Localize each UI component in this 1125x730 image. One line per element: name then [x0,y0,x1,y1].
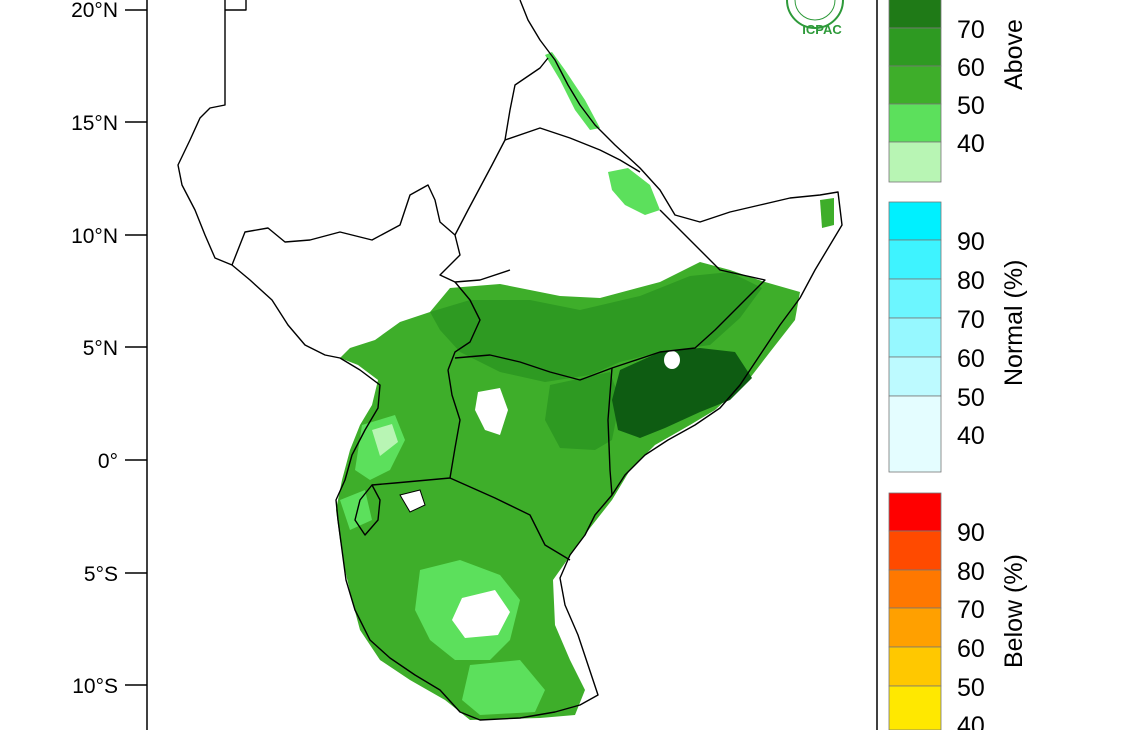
green-fringe-coast-north [545,52,600,130]
icpac-logo-text: ICPAC [802,22,842,37]
border-rwanda-burundi [354,484,381,536]
legend-below-swatch-4 [888,646,942,687]
legend-above-swatch-3 [888,103,942,143]
green-region-pale [372,424,398,456]
legend-above-swatch-1 [888,27,942,67]
no-signal-hole-south [452,590,510,638]
no-signal-hole-ethiopia [664,351,680,369]
border-uganda [371,369,461,486]
legend-below-label-90: 90 [957,519,985,547]
legend-below-label-50: 50 [957,674,985,702]
legend-above-swatch-2 [888,65,942,105]
legend-above-swatch-4 [888,141,942,183]
legend-normal-swatch-4 [888,356,942,397]
latitude-ticks [125,9,147,686]
legend-normal-title: Normal (%) [1000,260,1028,386]
country-borders [177,0,843,721]
region-outline [177,0,843,721]
legend-below-swatch-2 [888,569,942,609]
legend-normal-label-90: 90 [957,228,985,256]
legend-above-label-40: 40 [957,130,985,158]
legend-above: 70 60 50 40 Above [888,0,1028,183]
lat-label-15n: 15°N [71,112,118,135]
legend-normal-swatch-5 [888,395,942,473]
green-region-dark [612,348,752,438]
lat-label-10n: 10°N [71,225,118,248]
border-eritrea-ethiopia [504,127,641,173]
lat-label-0: 0° [98,450,118,473]
legend-below-swatch-0 [888,492,942,532]
legend-normal-label-40: 40 [957,422,985,450]
legend-above-label-60: 60 [957,54,985,82]
legend-below: 90 80 70 60 50 40 Below (%) [888,492,1028,730]
legend-below-swatch-1 [888,530,942,571]
border-kenya-north [454,354,613,381]
legend-normal: 90 80 70 60 50 40 Normal (%) [888,201,1028,473]
legend-normal-swatch-3 [888,317,942,358]
legend-above-title: Above [1000,19,1028,90]
legend-below-label-70: 70 [957,596,985,624]
lat-label-10s: 10°S [72,675,118,698]
icpac-logo-emblem [786,0,844,29]
legend-normal-label-70: 70 [957,306,985,334]
legend-below-label-60: 60 [957,635,985,663]
lake-victoria [399,489,426,513]
green-region-light-west2 [340,490,372,530]
border-ethiopia-south-sudan [447,281,481,371]
legend-normal-label-80: 80 [957,267,985,295]
border-kenya-tanzania [449,477,571,561]
lat-label-5s: 5°S [84,563,118,586]
green-fringe-somaliland [820,198,834,228]
no-signal-hole-central [475,388,508,435]
lat-label-5n: 5°N [83,337,118,360]
lat-label-20n: 20°N [71,0,118,22]
legend-above-label-70: 70 [957,16,985,44]
green-region-light-southwest [462,660,545,715]
legend-above-label-50: 50 [957,92,985,120]
border-sudan-south-sudan [231,184,511,283]
legend-normal-label-60: 60 [957,345,985,373]
icpac-logo: ICPAC [786,0,844,37]
legend-below-swatch-5 [888,685,942,730]
legend-above-swatch-0 [888,0,942,29]
lakes [399,489,426,513]
legend-normal-swatch-1 [888,239,942,280]
border-kenya-somalia [607,367,613,496]
border-sudan-ethiopia [454,57,549,236]
legend-below-title: Below (%) [1000,554,1028,668]
border-ethiopia-somalia [611,209,766,369]
green-region-mid-central [545,372,620,450]
legend-normal-swatch-0 [888,201,942,241]
legend-normal-swatch-2 [888,278,942,319]
above-normal-shading [336,52,834,720]
legend-below-label-40: 40 [957,712,985,730]
legend-below-label-80: 80 [957,558,985,586]
legend-below-swatch-3 [888,607,942,648]
legend-normal-label-50: 50 [957,384,985,412]
green-fringe-djibouti [608,168,660,215]
green-region-mid-north [430,272,762,382]
